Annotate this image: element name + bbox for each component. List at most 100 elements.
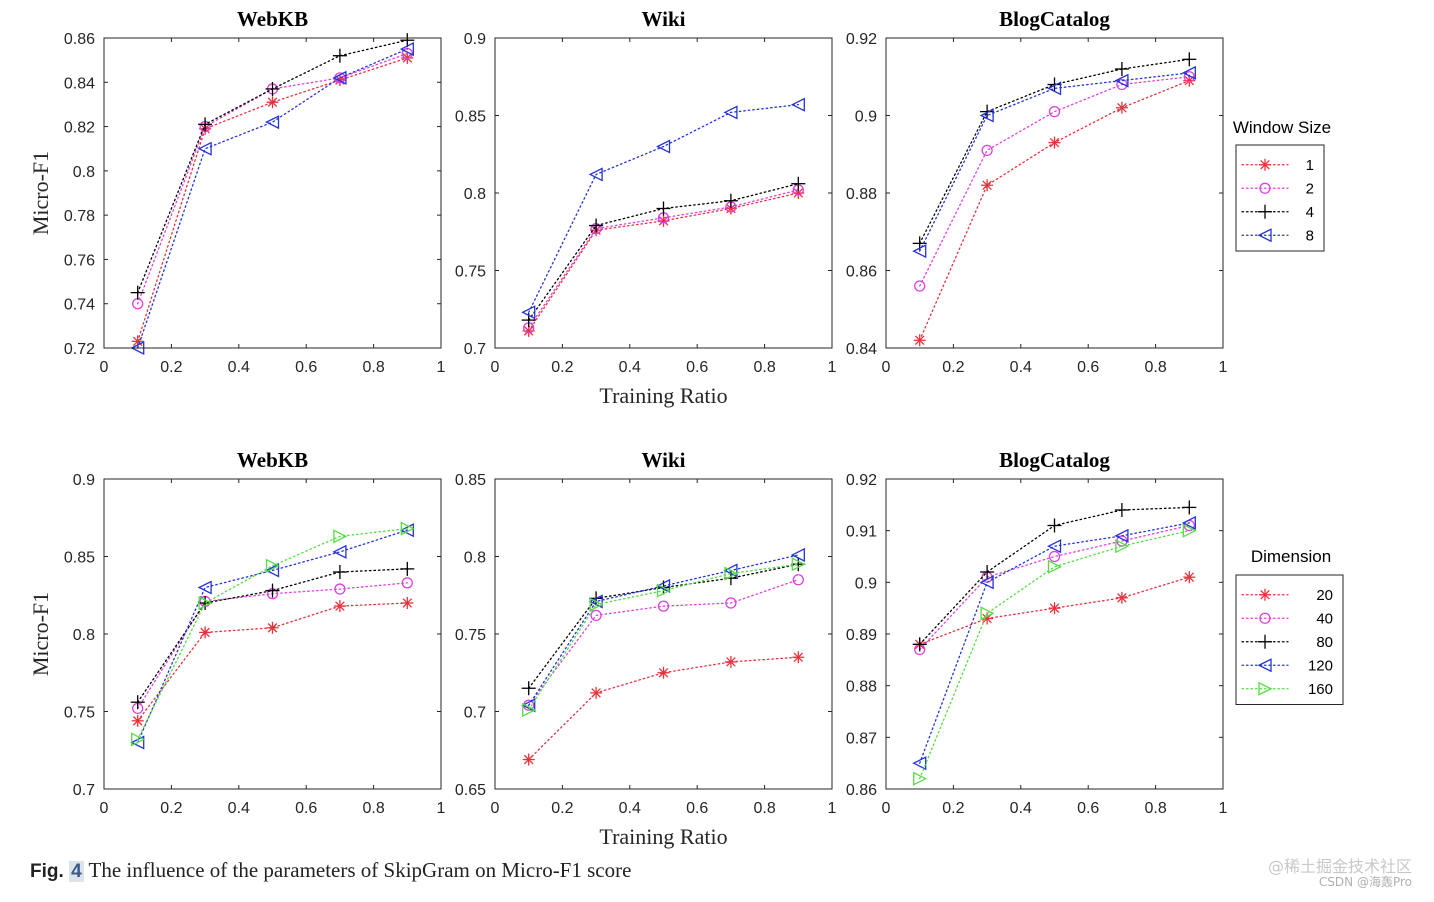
data-point [266,621,279,634]
data-point [1183,571,1196,584]
data-point [199,626,212,639]
series-160 [131,521,415,747]
y-tick-label: 0.7 [464,341,486,358]
data-point [981,179,994,192]
legend-marker [1259,588,1271,601]
data-point [130,285,145,300]
data-point [1116,78,1128,91]
data-point [1048,105,1061,118]
data-point [981,144,993,157]
data-point [400,33,415,48]
legend-entry: 4 [1241,204,1314,221]
data-point [1048,550,1061,563]
data-point [980,565,995,579]
data-point [1182,500,1197,515]
x-tick-label: 0.6 [686,800,708,817]
data-point [723,105,738,120]
y-tick-label: 0.7 [464,705,486,722]
data-point [792,574,804,586]
y-tick-label: 0.85 [64,550,95,567]
data-point [400,561,415,576]
series-4 [130,33,415,300]
subplot-title: Wiki [642,448,686,472]
series-20 [131,597,414,727]
data-point [1115,101,1128,114]
subplot-title: BlogCatalog [999,7,1110,31]
y-tick-label: 0.9 [855,575,877,592]
x-tick-label: 0 [491,800,500,817]
data-point [1047,81,1062,96]
x-tick-label: 0.8 [1144,359,1166,376]
y-tick-label: 0.8 [73,164,95,181]
series-line [919,522,1190,764]
data-point [656,139,671,154]
x-tick-label: 0.8 [362,800,384,817]
legend-entry: 20 [1241,587,1333,604]
y-tick-label: 0.84 [846,341,877,358]
data-point [1183,71,1195,83]
series-line [137,48,408,349]
subplot-1: 0 0.2 0.4 0.6 0.8 1 0.72 0.74 0.76 0.78 0.8 0.82 0.8… [28,7,446,376]
subplot-4: 0 0.2 0.4 0.6 0.8 1 0.7 0.75 0.8 0.85 0.9 WebKB Micr… [28,448,446,817]
y-tick-label: 0.92 [846,472,877,489]
caption-label: Fig. 4 [30,861,84,882]
data-point [912,637,927,652]
series-8 [130,42,414,356]
subplot-3: 0 0.2 0.4 0.6 0.8 1 0.84 0.86 0.88 0.9 0.92 BlogCat… [846,7,1228,376]
legend-marker [1258,634,1272,649]
legend-marker [1258,681,1273,696]
figure-caption: Fig. 4 The influence of the parameters o… [30,858,631,883]
plot-frame [103,37,442,349]
x-tick-label: 0.2 [551,800,573,817]
series-line [528,189,799,329]
watermark: @稀土掘金技术社区 CSDN @海轰Pro [1268,857,1412,890]
series-1 [522,187,805,337]
y-tick-label: 0.76 [64,252,95,269]
data-point [401,597,414,609]
data-point [131,732,146,747]
x-tick-label: 1 [437,359,446,376]
y-tick-label: 0.85 [455,109,486,126]
x-tick-label: 0.4 [228,800,250,817]
legend-label: 120 [1308,657,1333,674]
y-tick-label: 0.8 [73,627,95,644]
x-tick-label: 0.2 [942,359,964,376]
data-point [656,578,671,594]
legend-marker [1257,228,1272,243]
y-tick-label: 0.82 [64,120,95,137]
data-point [657,600,670,612]
legend-label: 20 [1316,587,1333,604]
data-point [723,563,738,578]
legend-marker [1259,182,1271,194]
data-point [1182,523,1197,538]
data-point [521,681,536,696]
x-tick-label: 1 [1219,359,1228,376]
y-tick-label: 0.87 [846,730,877,747]
series-line [919,76,1190,287]
x-tick-label: 0.6 [1077,800,1099,817]
data-point [1114,73,1129,88]
y-tick-label: 0.85 [455,472,486,489]
data-point [1114,503,1129,517]
data-point [198,595,213,611]
data-point [522,753,535,766]
series-20 [522,651,805,766]
data-point [590,609,602,622]
data-point [521,698,536,713]
plot-area [495,38,832,348]
data-point [332,48,347,63]
data-point [588,594,603,609]
x-tick-label: 0 [491,359,500,376]
data-point [198,117,213,132]
data-point [1114,62,1129,76]
data-point [1115,591,1128,604]
data-point [723,193,738,208]
data-point [912,244,927,259]
series-120 [521,547,805,713]
x-tick-label: 0.2 [160,800,182,817]
legend-marker [1257,658,1272,673]
legend-entry: 80 [1241,634,1333,651]
data-point [980,606,995,621]
series-line [137,527,408,741]
